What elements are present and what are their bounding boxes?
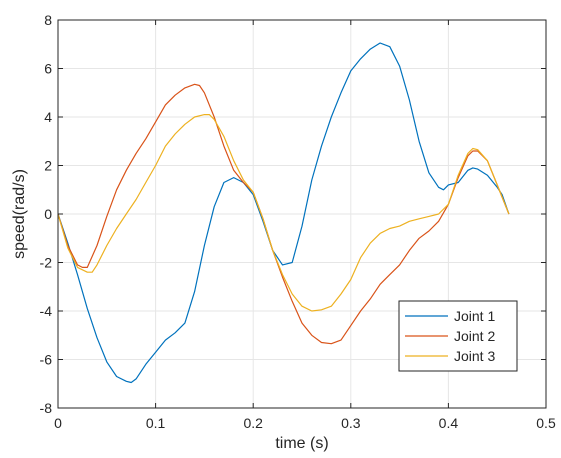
y-tick-label: -2	[40, 255, 53, 271]
y-tick-label: 0	[44, 206, 52, 222]
x-axis-label: time (s)	[275, 435, 328, 452]
y-tick-label: 4	[44, 109, 52, 125]
y-tick-label: 8	[44, 12, 52, 28]
x-tick-labels: 0 0.1 0.2 0.3 0.4 0.5	[54, 415, 556, 431]
y-axis-label: speed(rad/s)	[11, 169, 28, 259]
series-line-joint-1	[57, 42, 510, 384]
y-tick-labels: -8 -6 -4 -2 0 2 4 6 8	[40, 12, 53, 416]
x-tick-label: 0.2	[243, 415, 263, 431]
y-tick-label: -8	[40, 400, 53, 416]
series-lines	[57, 42, 510, 384]
y-tick-label: 6	[44, 61, 52, 77]
legend-label-joint-3: Joint 3	[454, 348, 495, 364]
legend-label-joint-1: Joint 1	[454, 308, 495, 324]
y-tick-label: -6	[40, 352, 53, 368]
series-line-joint-3	[57, 113, 510, 312]
legend: Joint 1 Joint 2 Joint 3	[398, 300, 518, 372]
x-tick-label: 0.1	[146, 415, 166, 431]
x-tick-label: 0.4	[439, 415, 459, 431]
y-tick-label: -4	[40, 303, 53, 319]
axis-ticks	[57, 19, 547, 409]
y-tick-label: 2	[44, 158, 52, 174]
x-tick-label: 0.3	[341, 415, 361, 431]
x-tick-label: 0	[54, 415, 62, 431]
legend-label-joint-2: Joint 2	[454, 328, 495, 344]
x-tick-label: 0.5	[536, 415, 556, 431]
